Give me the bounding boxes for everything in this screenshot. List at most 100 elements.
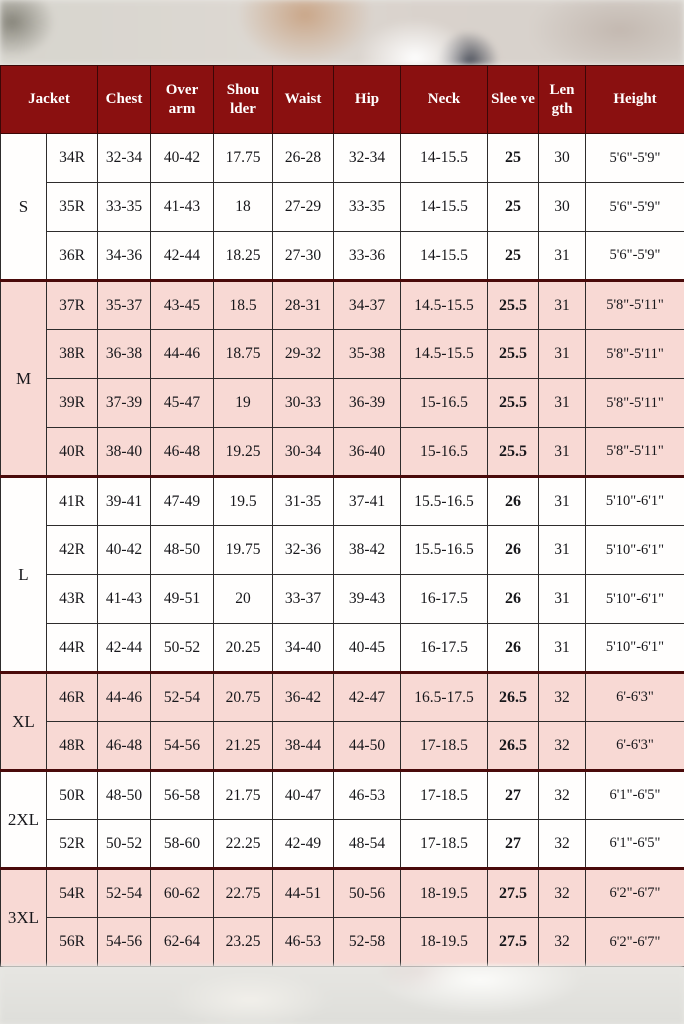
cell-chest: 36-38 <box>97 329 151 379</box>
cell-neck: 18-19.5 <box>400 917 488 967</box>
cell-length: 31 <box>538 574 586 624</box>
cell-chest: 52-54 <box>97 867 151 918</box>
cell-length: 31 <box>538 279 586 330</box>
cell-hip: 37-41 <box>333 475 401 526</box>
cell-size: 44R <box>46 623 98 673</box>
cell-height: 6'2"-6'7" <box>585 917 684 967</box>
cell-hip: 52-58 <box>333 917 401 967</box>
cell-neck: 15-16.5 <box>400 378 488 428</box>
cell-sleeve: 26 <box>487 475 539 526</box>
background-photo-top <box>0 0 684 65</box>
cell-waist: 40-47 <box>272 769 334 820</box>
cell-sleeve: 26 <box>487 623 539 673</box>
cell-sleeve: 27.5 <box>487 867 539 918</box>
cell-height: 5'6"-5'9" <box>585 133 684 183</box>
cell-size: 52R <box>46 819 98 869</box>
cell-height: 5'8"-5'11" <box>585 279 684 330</box>
cell-chest: 54-56 <box>97 917 151 967</box>
cell-overarm: 46-48 <box>150 427 214 477</box>
cell-hip: 48-54 <box>333 819 401 869</box>
table-row-42R: 42R 40-42 48-50 19.75 32-36 38-42 15.5-16.5 26 3… <box>1 525 684 575</box>
cell-neck: 14.5-15.5 <box>400 279 488 330</box>
cell-sleeve: 26.5 <box>487 721 539 771</box>
cell-waist: 29-32 <box>272 329 334 379</box>
cell-chest: 42-44 <box>97 623 151 673</box>
header-cell-shoulder: Shou lder <box>213 65 273 134</box>
cell-sleeve: 25.5 <box>487 329 539 379</box>
cell-height: 5'10"-6'1" <box>585 525 684 575</box>
cell-length: 31 <box>538 623 586 673</box>
group-label-3XL: 3XL <box>0 867 47 967</box>
cell-height: 5'6"-5'9" <box>585 182 684 232</box>
cell-chest: 37-39 <box>97 378 151 428</box>
cell-size: 40R <box>46 427 98 477</box>
cell-shoulder: 19 <box>213 378 273 428</box>
table-row-48R: 48R 46-48 54-56 21.25 38-44 44-50 17-18.5 26.5 3… <box>1 721 684 771</box>
cell-length: 32 <box>538 769 586 820</box>
cell-overarm: 60-62 <box>150 867 214 918</box>
table-row-34R: S 34R 32-34 40-42 17.75 26-28 32-34 14-15.5 25 30… <box>0 133 684 281</box>
cell-overarm: 45-47 <box>150 378 214 428</box>
cell-chest: 48-50 <box>97 769 151 820</box>
table-row-38R: 38R 36-38 44-46 18.75 29-32 35-38 14.5-15.5 25.… <box>1 329 684 379</box>
cell-height: 5'10"-6'1" <box>585 475 684 526</box>
header-cell-height: Height <box>585 65 684 134</box>
cell-neck: 15-16.5 <box>400 427 488 477</box>
cell-size: 38R <box>46 329 98 379</box>
group-label-XL: XL <box>0 671 47 771</box>
cell-waist: 32-36 <box>272 525 334 575</box>
cell-waist: 46-53 <box>272 917 334 967</box>
cell-sleeve: 26 <box>487 525 539 575</box>
cell-shoulder: 19.25 <box>213 427 273 477</box>
cell-length: 31 <box>538 329 586 379</box>
cell-length: 31 <box>538 231 586 281</box>
cell-size: 39R <box>46 378 98 428</box>
table-row-37R: M 37R 35-37 43-45 18.5 28-31 34-37 14.5-15.5 25.… <box>0 279 684 477</box>
cell-overarm: 58-60 <box>150 819 214 869</box>
cell-shoulder: 18.5 <box>213 279 273 330</box>
cell-waist: 30-33 <box>272 378 334 428</box>
header-cell-waist: Waist <box>272 65 334 134</box>
cell-neck: 16-17.5 <box>400 623 488 673</box>
cell-hip: 33-36 <box>333 231 401 281</box>
cell-waist: 33-37 <box>272 574 334 624</box>
cell-hip: 40-45 <box>333 623 401 673</box>
cell-size: 46R <box>46 671 98 722</box>
table-row-50R: 2XL 50R 48-50 56-58 21.75 40-47 46-53 17-18.5 27… <box>0 769 684 869</box>
cell-chest: 32-34 <box>97 133 151 183</box>
cell-hip: 38-42 <box>333 525 401 575</box>
cell-sleeve: 25.5 <box>487 427 539 477</box>
table-row-52R: 52R 50-52 58-60 22.25 42-49 48-54 17-18.5 27 32 6… <box>1 819 684 869</box>
cell-sleeve: 25 <box>487 182 539 232</box>
cell-waist: 34-40 <box>272 623 334 673</box>
cell-length: 31 <box>538 525 586 575</box>
group-label-M: M <box>0 279 47 477</box>
cell-hip: 34-37 <box>333 279 401 330</box>
header-cell-jacket: Jacket <box>0 65 98 134</box>
cell-overarm: 56-58 <box>150 769 214 820</box>
group-label-2XL: 2XL <box>0 769 47 869</box>
table-row-41R: L 41R 39-41 47-49 19.5 31-35 37-41 15.5-16.5 26 3… <box>0 475 684 673</box>
cell-length: 30 <box>538 133 586 183</box>
cell-size: 35R <box>46 182 98 232</box>
cell-shoulder: 21.75 <box>213 769 273 820</box>
cell-height: 5'10"-6'1" <box>585 623 684 673</box>
group-label-S: S <box>0 133 47 281</box>
cell-chest: 50-52 <box>97 819 151 869</box>
cell-overarm: 40-42 <box>150 133 214 183</box>
cell-length: 32 <box>538 867 586 918</box>
cell-shoulder: 20.75 <box>213 671 273 722</box>
jacket-size-chart-table: Jacket Chest Over arm Shou lder Waist Hip Neck… <box>0 65 684 967</box>
cell-overarm: 43-45 <box>150 279 214 330</box>
cell-hip: 42-47 <box>333 671 401 722</box>
cell-sleeve: 27 <box>487 819 539 869</box>
cell-neck: 15.5-16.5 <box>400 525 488 575</box>
table-row-39R: 39R 37-39 45-47 19 30-33 36-39 15-16.5 25.5 31 5'… <box>1 378 684 428</box>
cell-hip: 36-39 <box>333 378 401 428</box>
cell-waist: 28-31 <box>272 279 334 330</box>
cell-waist: 38-44 <box>272 721 334 771</box>
header-cell-overarm: Over arm <box>150 65 214 134</box>
cell-size: 50R <box>46 769 98 820</box>
cell-overarm: 52-54 <box>150 671 214 722</box>
